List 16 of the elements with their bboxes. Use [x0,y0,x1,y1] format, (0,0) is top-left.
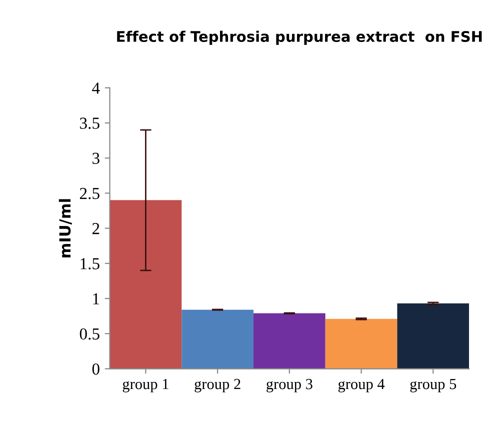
y-tick-label: 1 [93,293,100,304]
y-tick-label: 3 [92,152,100,164]
y-tick-label: 2.5 [80,188,100,200]
x-tick-label: group 4 [338,378,385,392]
x-tick-label: group 1 [122,378,168,392]
y-tick-label: 2 [92,223,100,234]
y-tick-label: 0 [92,363,100,375]
y-tick-label: 1.5 [80,258,100,270]
x-tick-label: group 3 [266,378,312,392]
chart-title: Effect of Tephrosia purpurea extract on FSH [117,30,482,45]
y-tick-label: 0.5 [80,328,100,340]
y-tick-label: 3.5 [80,118,100,129]
y-axis-title: mIU/ml [58,199,72,258]
y-tick-label: 4 [92,82,100,94]
x-tick-label: group 2 [194,378,240,392]
x-tick-label: group 5 [410,379,456,392]
